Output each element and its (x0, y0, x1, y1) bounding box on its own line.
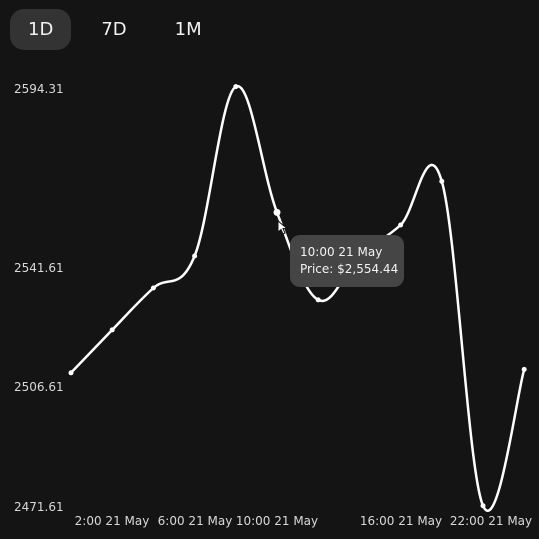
y-tick-label: 2506.61 (14, 380, 64, 394)
x-tick-label: 10:00 21 May (236, 514, 318, 528)
x-tick-label: 2:00 21 May (75, 514, 150, 528)
data-point[interactable] (398, 223, 403, 228)
y-axis: 2594.31 2541.61 2506.61 2471.61 (14, 82, 64, 514)
data-point[interactable] (522, 367, 527, 372)
tooltip-time: 10:00 21 May (300, 244, 404, 261)
data-point[interactable] (110, 327, 115, 332)
highlighted-data-point[interactable] (274, 209, 281, 216)
x-tick-label: 6:00 21 May (158, 514, 233, 528)
x-axis: 2:00 21 May 6:00 21 May 10:00 21 May 16:… (75, 514, 532, 528)
tooltip-price: Price: $2,554.44 (300, 261, 404, 278)
y-tick-label: 2541.61 (14, 261, 64, 275)
data-point[interactable] (192, 254, 197, 259)
y-tick-label: 2471.61 (14, 500, 64, 514)
y-tick-label: 2594.31 (14, 82, 64, 96)
price-tooltip: 10:00 21 May Price: $2,554.44 (290, 235, 404, 287)
data-point[interactable] (439, 179, 444, 184)
data-point[interactable] (151, 286, 156, 291)
pointer-cursor-icon (278, 221, 287, 234)
data-point[interactable] (481, 503, 486, 508)
data-point[interactable] (233, 84, 238, 89)
data-point[interactable] (316, 297, 321, 302)
price-series-line (71, 86, 524, 511)
x-tick-label: 22:00 21 May (450, 514, 532, 528)
x-tick-label: 16:00 21 May (360, 514, 442, 528)
data-point[interactable] (69, 370, 74, 375)
